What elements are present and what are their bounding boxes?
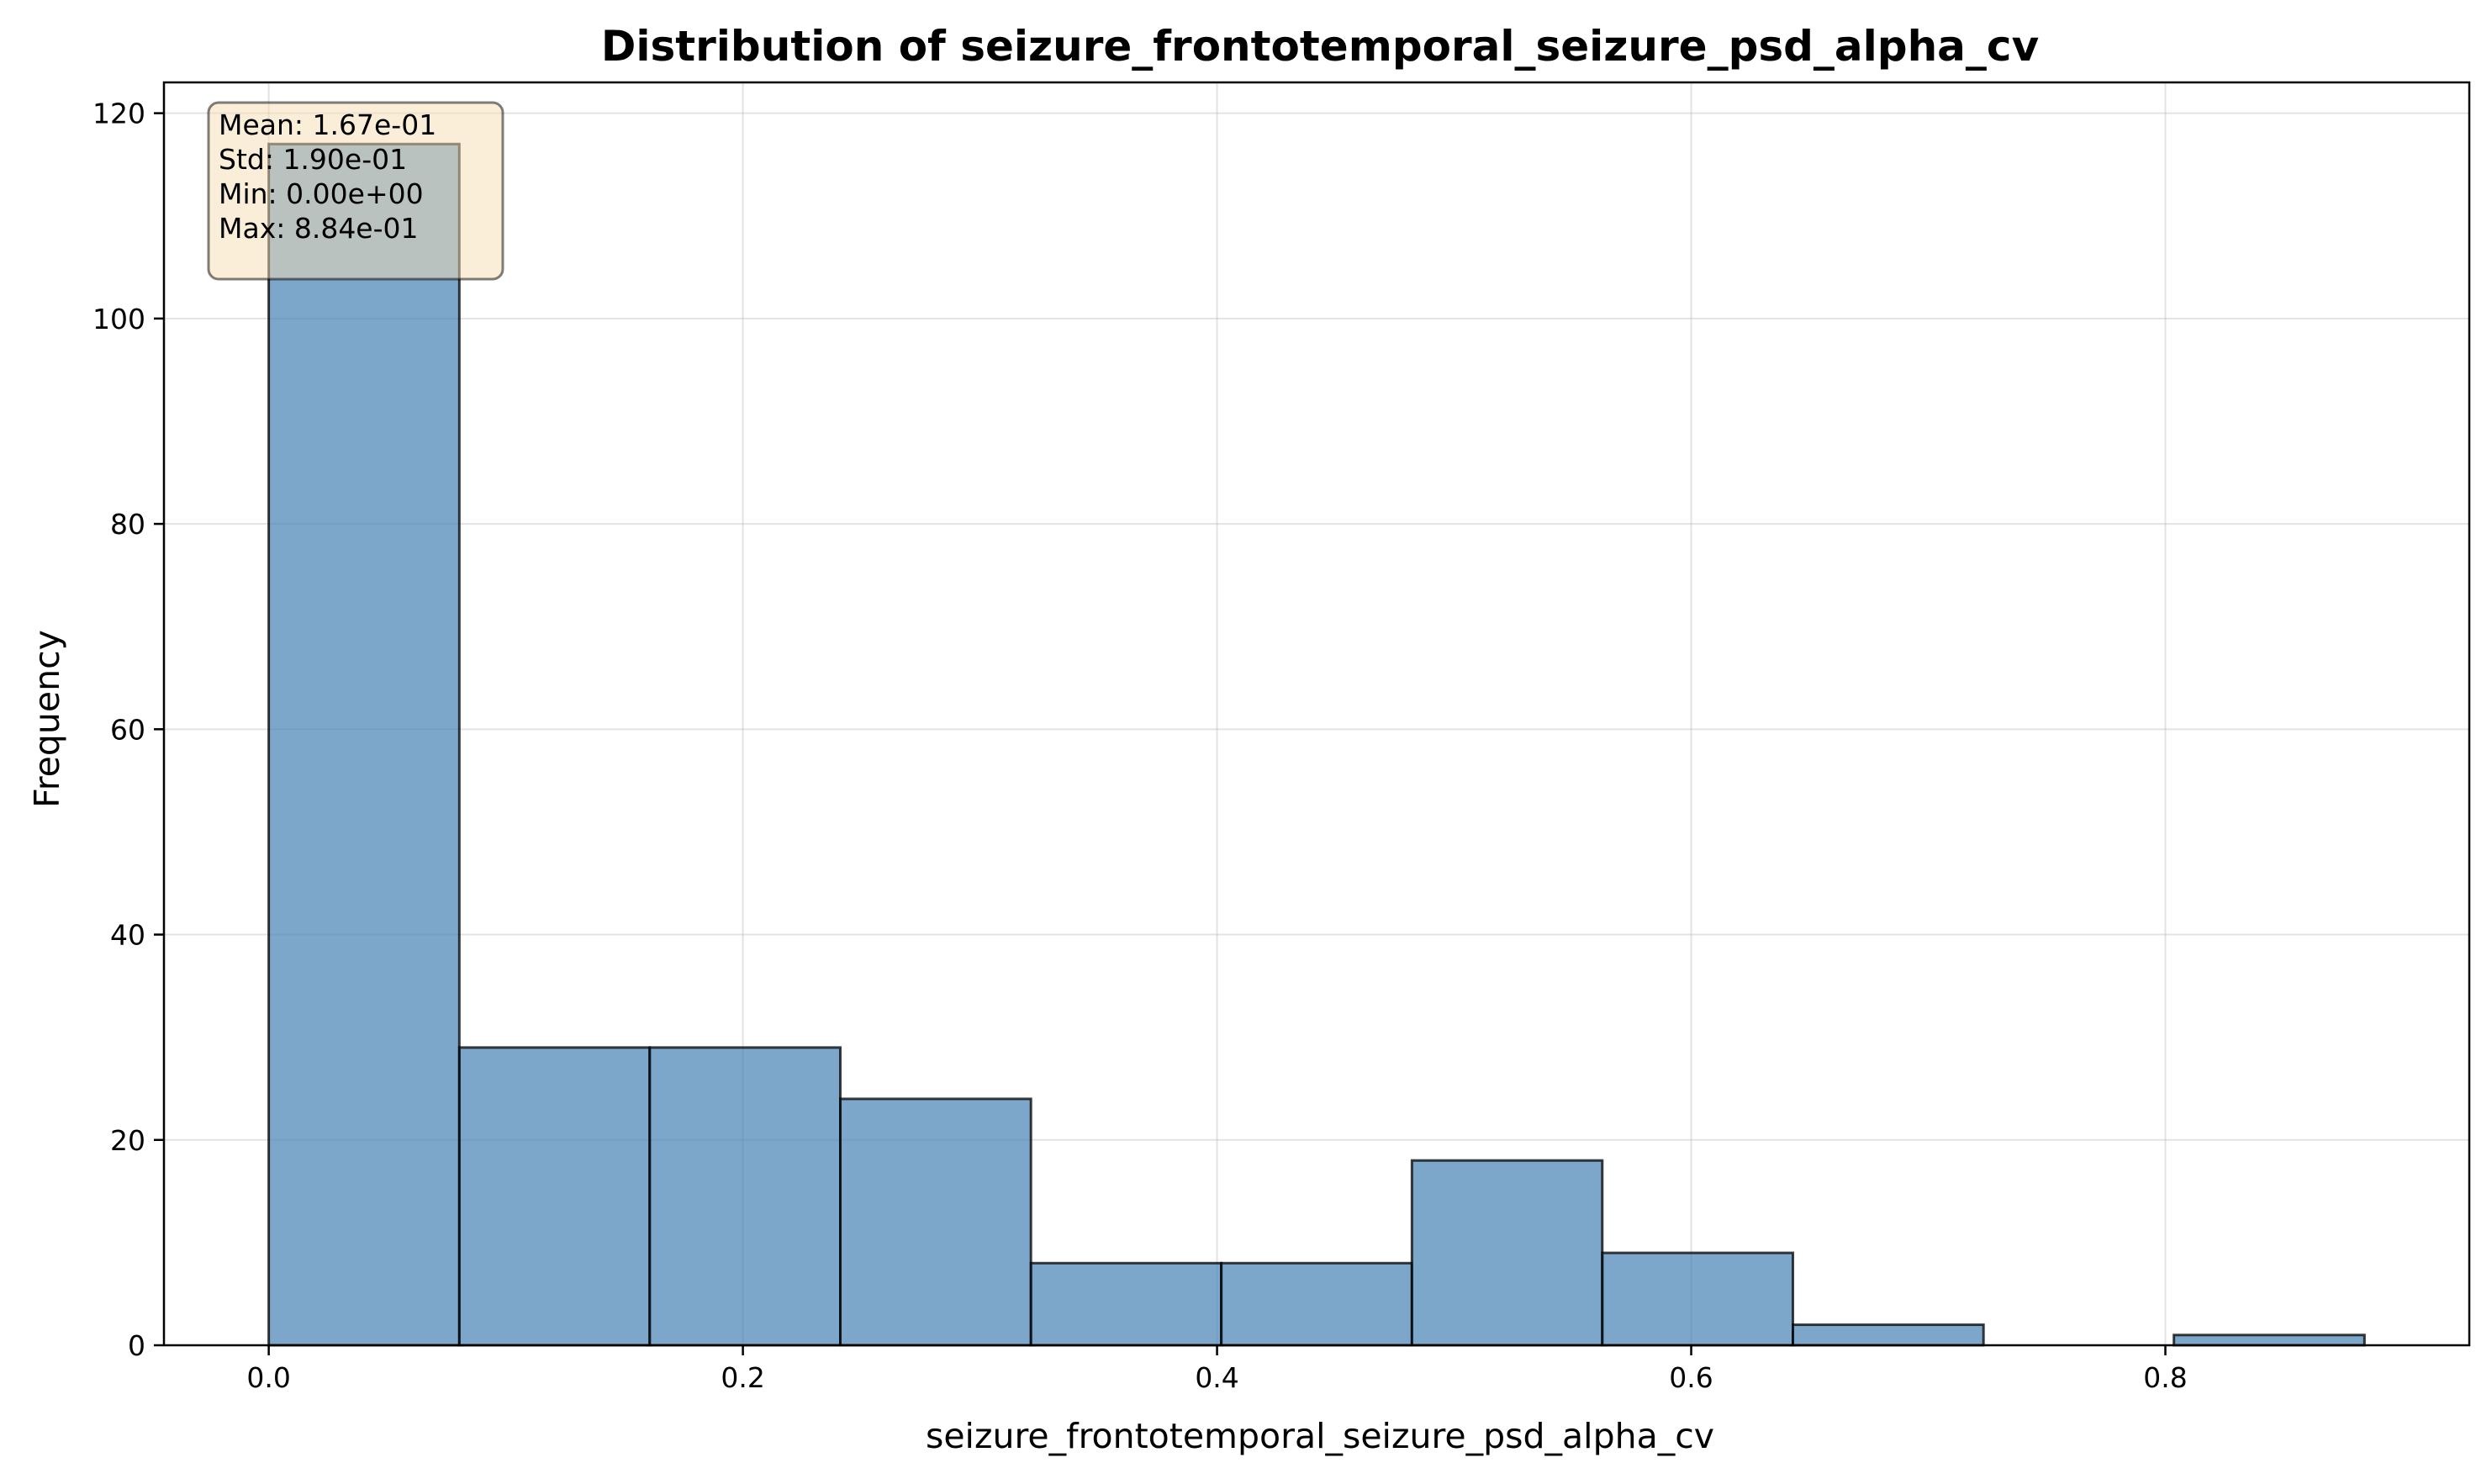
- y-tick-label: 80: [110, 508, 145, 541]
- y-tick-label: 20: [110, 1124, 145, 1157]
- histogram-bar: [1410, 1159, 1604, 1347]
- stats-annotation: Mean: 1.67e-01 Std: 1.90e-01 Min: 0.00e+…: [207, 101, 504, 281]
- x-tick-label: 0.0: [246, 1361, 290, 1394]
- y-tick-label: 100: [92, 303, 145, 335]
- x-axis-label: seizure_frontotemporal_seizure_psd_alpha…: [926, 1416, 1714, 1456]
- histogram-bar: [1792, 1323, 1985, 1347]
- y-axis-label: Frequency: [27, 630, 67, 808]
- x-tick-label: 0.4: [1195, 1361, 1238, 1394]
- y-tick-label: 0: [128, 1329, 145, 1362]
- plot-frame: [162, 81, 2471, 1347]
- y-tick-label: 120: [92, 98, 145, 130]
- x-tick-label: 0.6: [1669, 1361, 1713, 1394]
- stats-min: Min: 0.00e+00: [219, 177, 424, 210]
- chart-title: Distribution of seizure_frontotemporal_s…: [601, 22, 2039, 71]
- histogram-bar: [1029, 1261, 1223, 1347]
- histogram-bar: [1601, 1251, 1795, 1347]
- axes-frame: [162, 81, 2471, 1347]
- x-tick-label: 0.8: [2143, 1361, 2187, 1394]
- stats-box: [207, 101, 504, 281]
- stats-std: Std: 1.90e-01: [219, 143, 407, 176]
- histogram-bar: [267, 142, 461, 1347]
- histogram-bar: [648, 1046, 842, 1347]
- x-axis-ticks: 0.0 0.2 0.4 0.6 0.8: [246, 1345, 2188, 1394]
- y-tick-label: 60: [110, 713, 145, 746]
- histogram-bar: [1220, 1261, 1413, 1347]
- histogram-bar: [457, 1046, 652, 1347]
- stats-mean: Mean: 1.67e-01: [219, 108, 436, 141]
- x-tick-label: 0.2: [721, 1361, 764, 1394]
- stats-max: Max: 8.84e-01: [219, 212, 419, 245]
- y-axis-ticks: 0 20 40 60 80 100 120: [92, 98, 164, 1362]
- bars: [267, 142, 2366, 1347]
- y-tick-label: 40: [110, 919, 145, 952]
- histogram-bar: [2173, 1333, 2366, 1347]
- histogram-bar: [838, 1097, 1032, 1347]
